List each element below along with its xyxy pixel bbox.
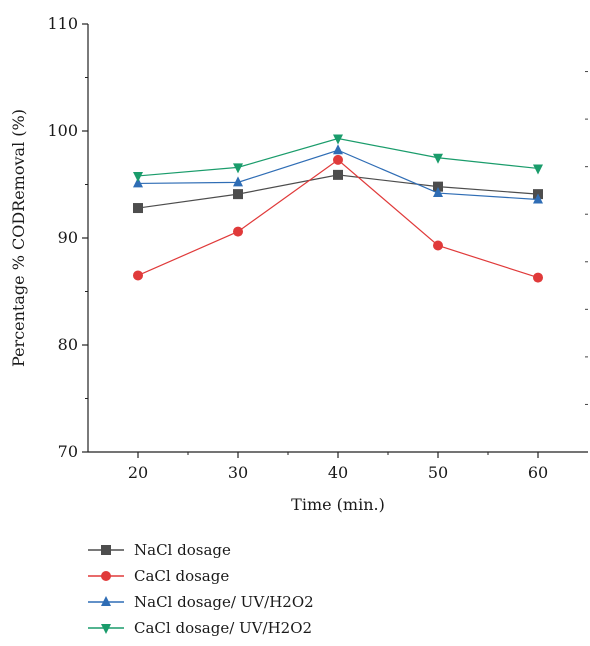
legend-label: NaCl dosage/ UV/H2O2 bbox=[134, 593, 314, 611]
data-point bbox=[233, 189, 243, 200]
data-point bbox=[233, 176, 243, 187]
legend-label: CaCl dosage bbox=[134, 567, 229, 585]
data-point bbox=[133, 171, 143, 182]
series-1 bbox=[133, 169, 543, 214]
y-tick-label: 90 bbox=[58, 228, 78, 247]
data-point bbox=[333, 144, 343, 155]
data-point bbox=[533, 193, 543, 204]
data-point bbox=[133, 270, 143, 281]
data-point bbox=[333, 154, 343, 165]
x-tick-label: 50 bbox=[428, 463, 448, 482]
y-tick-label: 100 bbox=[47, 121, 78, 140]
legend-item: CaCl dosage bbox=[88, 567, 229, 585]
legend: NaCl dosage CaCl dosage NaCl dosage/ UV/H2… bbox=[88, 541, 314, 637]
x-tick-label: 20 bbox=[128, 463, 148, 482]
x-tick-label: 40 bbox=[328, 463, 348, 482]
legend-item: CaCl dosage/ UV/H2O2 bbox=[88, 619, 312, 637]
legend-marker bbox=[101, 545, 111, 555]
legend-label: NaCl dosage bbox=[134, 541, 231, 559]
data-point bbox=[133, 203, 143, 214]
series-3 bbox=[133, 144, 543, 204]
legend-item: NaCl dosage bbox=[88, 541, 231, 559]
y-tick-label: 80 bbox=[58, 335, 78, 354]
legend-label: CaCl dosage/ UV/H2O2 bbox=[134, 619, 312, 637]
y-axis-title: Percentage % CODRemoval (%) bbox=[9, 109, 28, 367]
legend-item: NaCl dosage/ UV/H2O2 bbox=[88, 593, 314, 611]
x-axis-title: Time (min.) bbox=[291, 495, 385, 514]
ticks: 70 80 90 100 110 20 30 40 50 60 bbox=[47, 14, 588, 482]
legend-marker bbox=[101, 596, 111, 606]
y-tick-label: 110 bbox=[47, 14, 78, 33]
data-point bbox=[333, 169, 343, 180]
x-tick-label: 60 bbox=[528, 463, 548, 482]
data-point bbox=[133, 177, 143, 188]
data-point bbox=[333, 134, 343, 145]
legend-marker bbox=[101, 571, 111, 581]
legend-marker bbox=[101, 624, 111, 634]
data-point bbox=[433, 181, 443, 192]
axes bbox=[87, 24, 588, 453]
series-4 bbox=[133, 134, 543, 182]
data-point bbox=[433, 187, 443, 198]
data-point bbox=[433, 240, 443, 251]
y-tick-label: 70 bbox=[58, 442, 78, 461]
data-point bbox=[233, 163, 243, 174]
series-layer bbox=[133, 134, 543, 283]
data-point bbox=[233, 226, 243, 237]
x-tick-label: 30 bbox=[228, 463, 248, 482]
data-point bbox=[533, 272, 543, 283]
data-point bbox=[533, 164, 543, 175]
series-2 bbox=[133, 154, 543, 283]
data-point bbox=[433, 153, 443, 164]
